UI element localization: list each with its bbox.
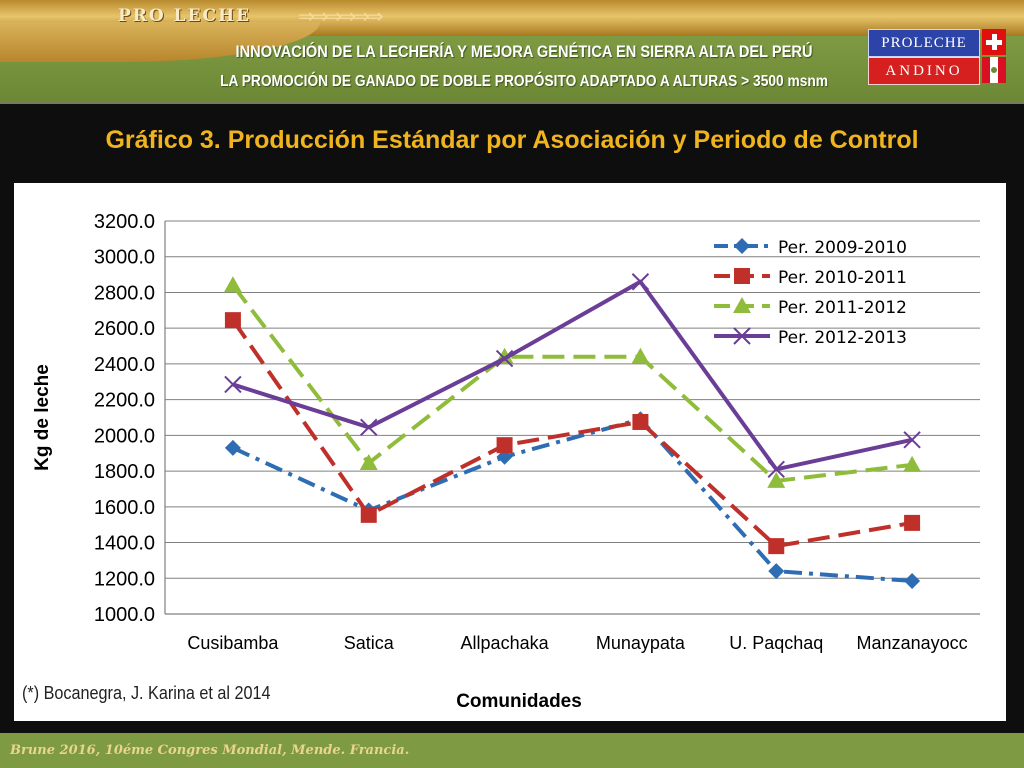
legend: Per. 2009-2010 Per. 2010-2011 Per. 2011-20… [714, 238, 907, 348]
x-marker-stroke [767, 460, 785, 479]
y-tick-label: 1200.0 [94, 568, 155, 590]
legend-label: Per. 2012-2013 [778, 328, 907, 348]
y-tick-label: 3000.0 [94, 247, 155, 269]
data-point [904, 572, 921, 589]
data-point [496, 437, 513, 454]
x-marker-stroke [495, 349, 514, 368]
data-point [768, 538, 785, 555]
data-point [224, 375, 242, 394]
x-axis-title: Comunidades [456, 691, 582, 712]
legend-label: Per. 2009-2010 [778, 238, 907, 258]
headline-primary: INNOVACIÓN DE LA LECHERÍA Y MEJORA GENÉT… [235, 42, 813, 61]
y-tick-label: 1400.0 [94, 533, 155, 555]
legend-marker [733, 297, 751, 313]
data-point [767, 460, 785, 479]
band-divider [0, 102, 1024, 104]
y-tick-label: 2800.0 [94, 282, 155, 304]
headline-secondary: LA PROMOCIÓN DE GANADO DE DOBLE PROPÓSIT… [220, 73, 828, 90]
logo-proleche-text: PROLECHE [868, 29, 980, 57]
data-point [903, 455, 922, 472]
data-point [495, 349, 514, 368]
data-point [632, 413, 649, 430]
data-point [224, 439, 241, 456]
data-point [360, 506, 377, 523]
series-2 [224, 312, 921, 555]
data-point [904, 514, 921, 531]
x-tick-label: Munaypata [596, 633, 686, 653]
data-point [224, 312, 241, 329]
x-tick-label: U. Paqchaq [729, 633, 823, 653]
x-tick-label: Cusibamba [187, 633, 279, 653]
x-tick-label: Satica [344, 633, 395, 653]
data-point [631, 347, 650, 364]
x-marker-stroke [631, 273, 650, 291]
x-tick-label: Manzanayocc [857, 633, 968, 653]
data-point [903, 431, 921, 449]
data-point [223, 276, 242, 293]
x-tick-label: Allpachaka [461, 633, 550, 653]
legend-marker [734, 268, 750, 284]
data-point [631, 273, 650, 291]
proleche-andino-logo: PROLECHE ANDINO [868, 29, 1007, 87]
y-tick-label: 1000.0 [94, 604, 155, 626]
y-tick-label: 2000.0 [94, 425, 155, 447]
x-marker-stroke [224, 375, 242, 394]
y-tick-label: 1800.0 [94, 461, 155, 483]
series-3 [223, 276, 922, 488]
swiss-flag-icon [982, 29, 1006, 55]
legend-label: Per. 2011-2012 [778, 298, 907, 318]
y-tick-label: 2600.0 [94, 318, 155, 340]
data-point [360, 418, 378, 437]
series-1 [224, 411, 921, 589]
x-marker-stroke [360, 418, 378, 437]
series-line [232, 417, 913, 583]
chart-title: Gráfico 3. Producción Estándar por Asoci… [105, 126, 919, 154]
legend-label: Per. 2010-2011 [778, 268, 907, 288]
y-axis-title: Kg de leche [32, 364, 53, 471]
series-line [232, 279, 913, 472]
data-point [359, 454, 378, 471]
y-tick-label: 2200.0 [94, 390, 155, 412]
brand-title: PRO LECHE [118, 6, 252, 26]
legend-marker [734, 238, 750, 254]
footer-citation: Brune 2016, 10éme Congres Mondial, Mende… [10, 743, 410, 758]
data-point [767, 471, 786, 488]
series-line [231, 318, 913, 549]
y-tick-label: 3200.0 [94, 211, 155, 233]
x-marker-stroke [903, 431, 921, 449]
footer-band: Brune 2016, 10éme Congres Mondial, Mende… [0, 733, 1024, 768]
line-chart: 1000.0 1200.0 1400.0 1600.0 1800.0 2000.0 2200… [32, 211, 980, 712]
chart-panel: 1000.0 1200.0 1400.0 1600.0 1800.0 2000.0 2200… [14, 183, 1006, 721]
series-4 [224, 273, 921, 479]
y-tick-label: 1600.0 [94, 497, 155, 519]
data-point [768, 563, 785, 580]
x-marker-stroke [733, 327, 751, 345]
y-tick-label: 2400.0 [94, 354, 155, 376]
series-line [231, 284, 913, 483]
legend-marker [733, 327, 751, 345]
peru-flag-icon [982, 57, 1006, 83]
citation: (*) Bocanegra, J. Karina et al 2014 [22, 683, 271, 703]
logo-andino-text: ANDINO [868, 57, 980, 85]
